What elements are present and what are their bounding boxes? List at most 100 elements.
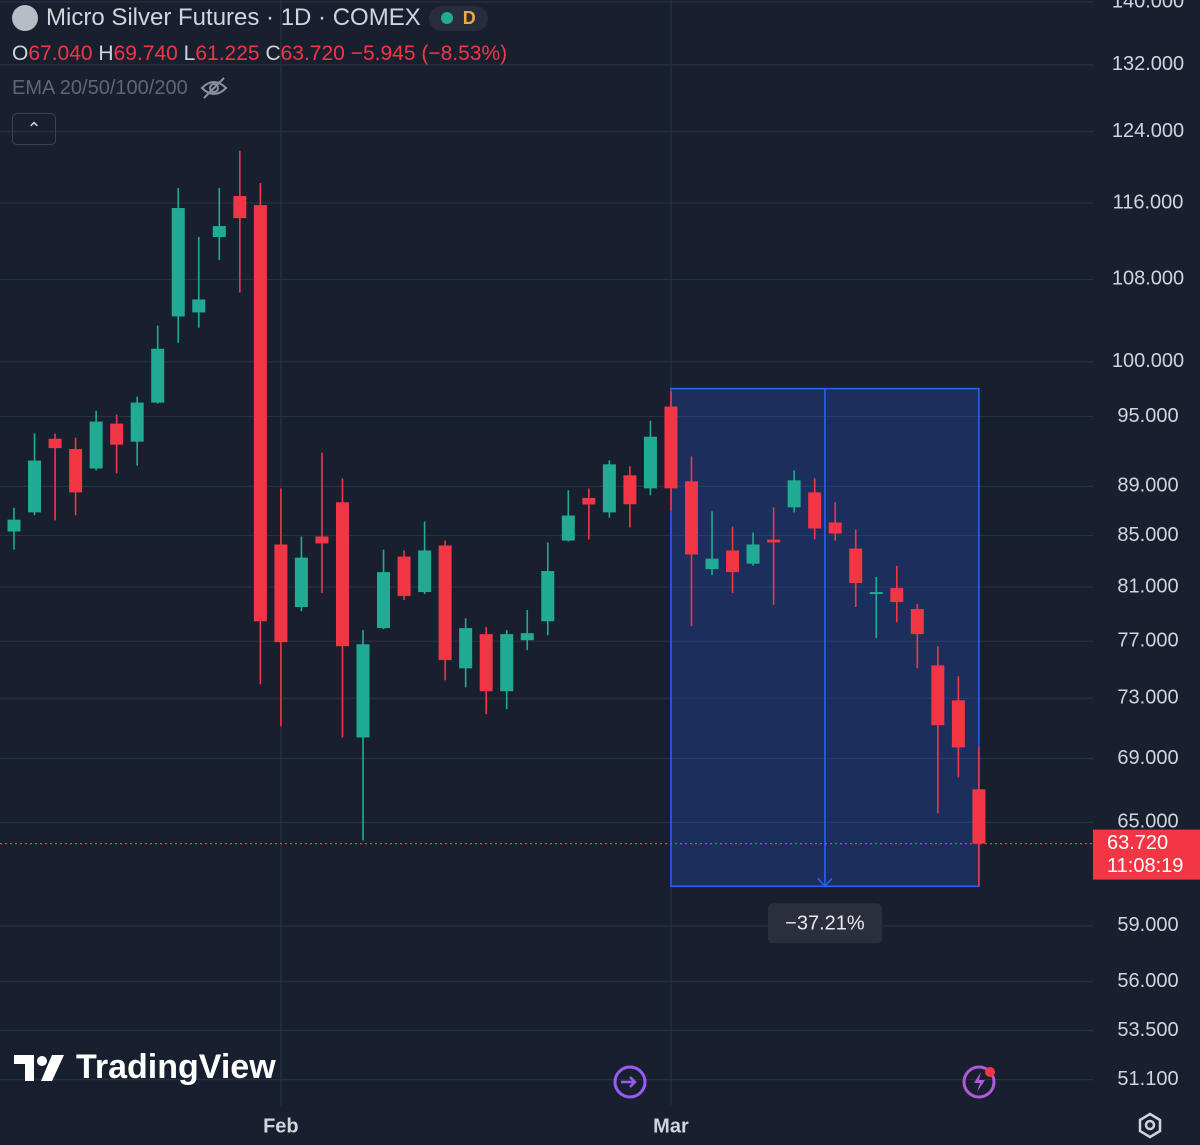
symbol-logo bbox=[12, 5, 38, 31]
y-tick-label: 56.000 bbox=[1117, 970, 1178, 992]
candle-body bbox=[705, 558, 719, 570]
candle-body bbox=[7, 519, 21, 532]
indicator-label[interactable]: EMA 20/50/100/200 bbox=[12, 76, 188, 99]
measure-arrowhead bbox=[817, 877, 833, 888]
y-tick-label: 108.000 bbox=[1112, 268, 1184, 290]
candle-body bbox=[910, 609, 924, 635]
candle-body bbox=[890, 588, 904, 603]
candle-body bbox=[746, 544, 760, 564]
y-tick-label: 51.100 bbox=[1117, 1068, 1178, 1090]
interval-badge: D bbox=[462, 7, 476, 28]
countdown-label: 11:08:19 bbox=[1107, 855, 1183, 877]
low-label: L bbox=[183, 42, 196, 65]
candle-body bbox=[212, 226, 226, 238]
status-badge[interactable]: D bbox=[428, 5, 488, 31]
candle-body bbox=[869, 592, 883, 595]
watermark: TradingView bbox=[14, 1048, 276, 1087]
candle-body bbox=[356, 644, 370, 738]
candle-body bbox=[335, 502, 349, 647]
y-tick-label: 53.500 bbox=[1117, 1019, 1178, 1041]
high-label: H bbox=[98, 42, 114, 65]
candle-body bbox=[418, 550, 432, 593]
candle-body bbox=[459, 628, 473, 669]
y-tick-label: 73.000 bbox=[1117, 687, 1178, 709]
candle-body bbox=[130, 402, 144, 442]
candle-body bbox=[602, 464, 616, 513]
candle-body bbox=[541, 571, 555, 622]
candle-body bbox=[520, 633, 534, 641]
candle-body bbox=[479, 634, 493, 692]
candle-body bbox=[438, 545, 452, 661]
candle-body bbox=[726, 550, 740, 573]
y-tick-label: 85.000 bbox=[1117, 524, 1178, 546]
y-tick-label: 100.000 bbox=[1112, 350, 1184, 372]
settings-icon[interactable] bbox=[1138, 1112, 1162, 1139]
last-price-box bbox=[1093, 829, 1200, 880]
y-tick-label: 140.000 bbox=[1112, 0, 1184, 12]
chart-title: Micro Silver Futures · 1D · COMEX bbox=[46, 4, 421, 31]
y-tick-label: 59.000 bbox=[1117, 914, 1178, 936]
y-tick-label: 77.000 bbox=[1117, 629, 1178, 651]
candle-body bbox=[808, 492, 822, 529]
last-price-label: 63.720 bbox=[1107, 832, 1168, 854]
candle-body bbox=[787, 480, 801, 508]
candle-body bbox=[89, 421, 103, 469]
candle-body bbox=[48, 438, 62, 449]
y-tick-label: 116.000 bbox=[1113, 191, 1184, 213]
collapse-button[interactable]: ⌃ bbox=[12, 113, 56, 145]
candle-body bbox=[828, 522, 842, 534]
low-value: 61.225 bbox=[195, 42, 260, 65]
candle-body bbox=[972, 789, 986, 844]
candle-body bbox=[171, 208, 185, 317]
y-tick-label: 95.000 bbox=[1117, 405, 1178, 427]
plot bbox=[7, 150, 986, 888]
candle-body bbox=[110, 423, 124, 445]
indicator-row: EMA 20/50/100/200 bbox=[12, 76, 228, 100]
close-value: 63.720 bbox=[280, 42, 345, 65]
high-value: 69.740 bbox=[113, 42, 178, 65]
y-tick-label: 65.000 bbox=[1117, 811, 1178, 833]
candle-body bbox=[69, 449, 83, 493]
replay-icon[interactable] bbox=[613, 1065, 647, 1099]
candle-body bbox=[315, 536, 329, 544]
candle-body bbox=[28, 460, 42, 513]
candle-body bbox=[233, 196, 247, 219]
title-row: Micro Silver Futures · 1D · COMEX D bbox=[12, 4, 488, 32]
open-label: O bbox=[12, 42, 29, 65]
candle-body bbox=[192, 299, 206, 313]
y-tick-label: 124.000 bbox=[1112, 120, 1184, 142]
change-value: −5.945 (−8.53%) bbox=[350, 42, 508, 65]
candle-body bbox=[294, 557, 308, 608]
candle-body bbox=[767, 539, 781, 543]
open-value: 67.040 bbox=[28, 42, 93, 65]
candle-body bbox=[623, 475, 637, 505]
candle-body bbox=[684, 481, 698, 555]
candle-body bbox=[151, 348, 165, 403]
y-tick-label: 89.000 bbox=[1117, 475, 1178, 497]
status-dot bbox=[440, 12, 453, 24]
candle-body bbox=[931, 665, 945, 726]
y-tick-label: 81.000 bbox=[1117, 575, 1178, 597]
alert-icon[interactable] bbox=[962, 1065, 996, 1099]
watermark-logo bbox=[14, 1054, 64, 1081]
candle-body bbox=[849, 548, 863, 584]
ohlc-legend: O67.040 H69.740 L61.225 C63.720 −5.945 (… bbox=[12, 42, 507, 66]
candle-body bbox=[951, 700, 965, 748]
candle-body bbox=[664, 406, 678, 489]
y-tick-label: 132.000 bbox=[1112, 53, 1184, 75]
measure-label-box bbox=[767, 903, 882, 944]
candle-body bbox=[500, 634, 514, 692]
candle-body bbox=[582, 497, 596, 505]
close-label: C bbox=[265, 42, 281, 65]
candle-body bbox=[377, 572, 391, 629]
candle-body bbox=[397, 556, 411, 597]
measure-label: −37.21% bbox=[785, 913, 865, 935]
x-tick-label: Feb bbox=[263, 1115, 299, 1137]
candle-body bbox=[253, 205, 267, 622]
hide-icon[interactable] bbox=[200, 76, 228, 100]
candle-body bbox=[274, 544, 288, 643]
watermark-text: TradingView bbox=[76, 1048, 276, 1086]
y-tick-label: 69.000 bbox=[1117, 747, 1178, 769]
